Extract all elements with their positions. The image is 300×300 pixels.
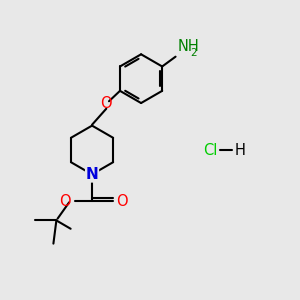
Text: Cl: Cl bbox=[203, 142, 218, 158]
Text: O: O bbox=[116, 194, 128, 208]
Text: O: O bbox=[100, 96, 112, 111]
Text: NH: NH bbox=[178, 39, 200, 54]
Text: H: H bbox=[235, 142, 246, 158]
Text: 2: 2 bbox=[191, 48, 197, 58]
Text: O: O bbox=[60, 194, 71, 208]
Text: N: N bbox=[86, 167, 98, 182]
